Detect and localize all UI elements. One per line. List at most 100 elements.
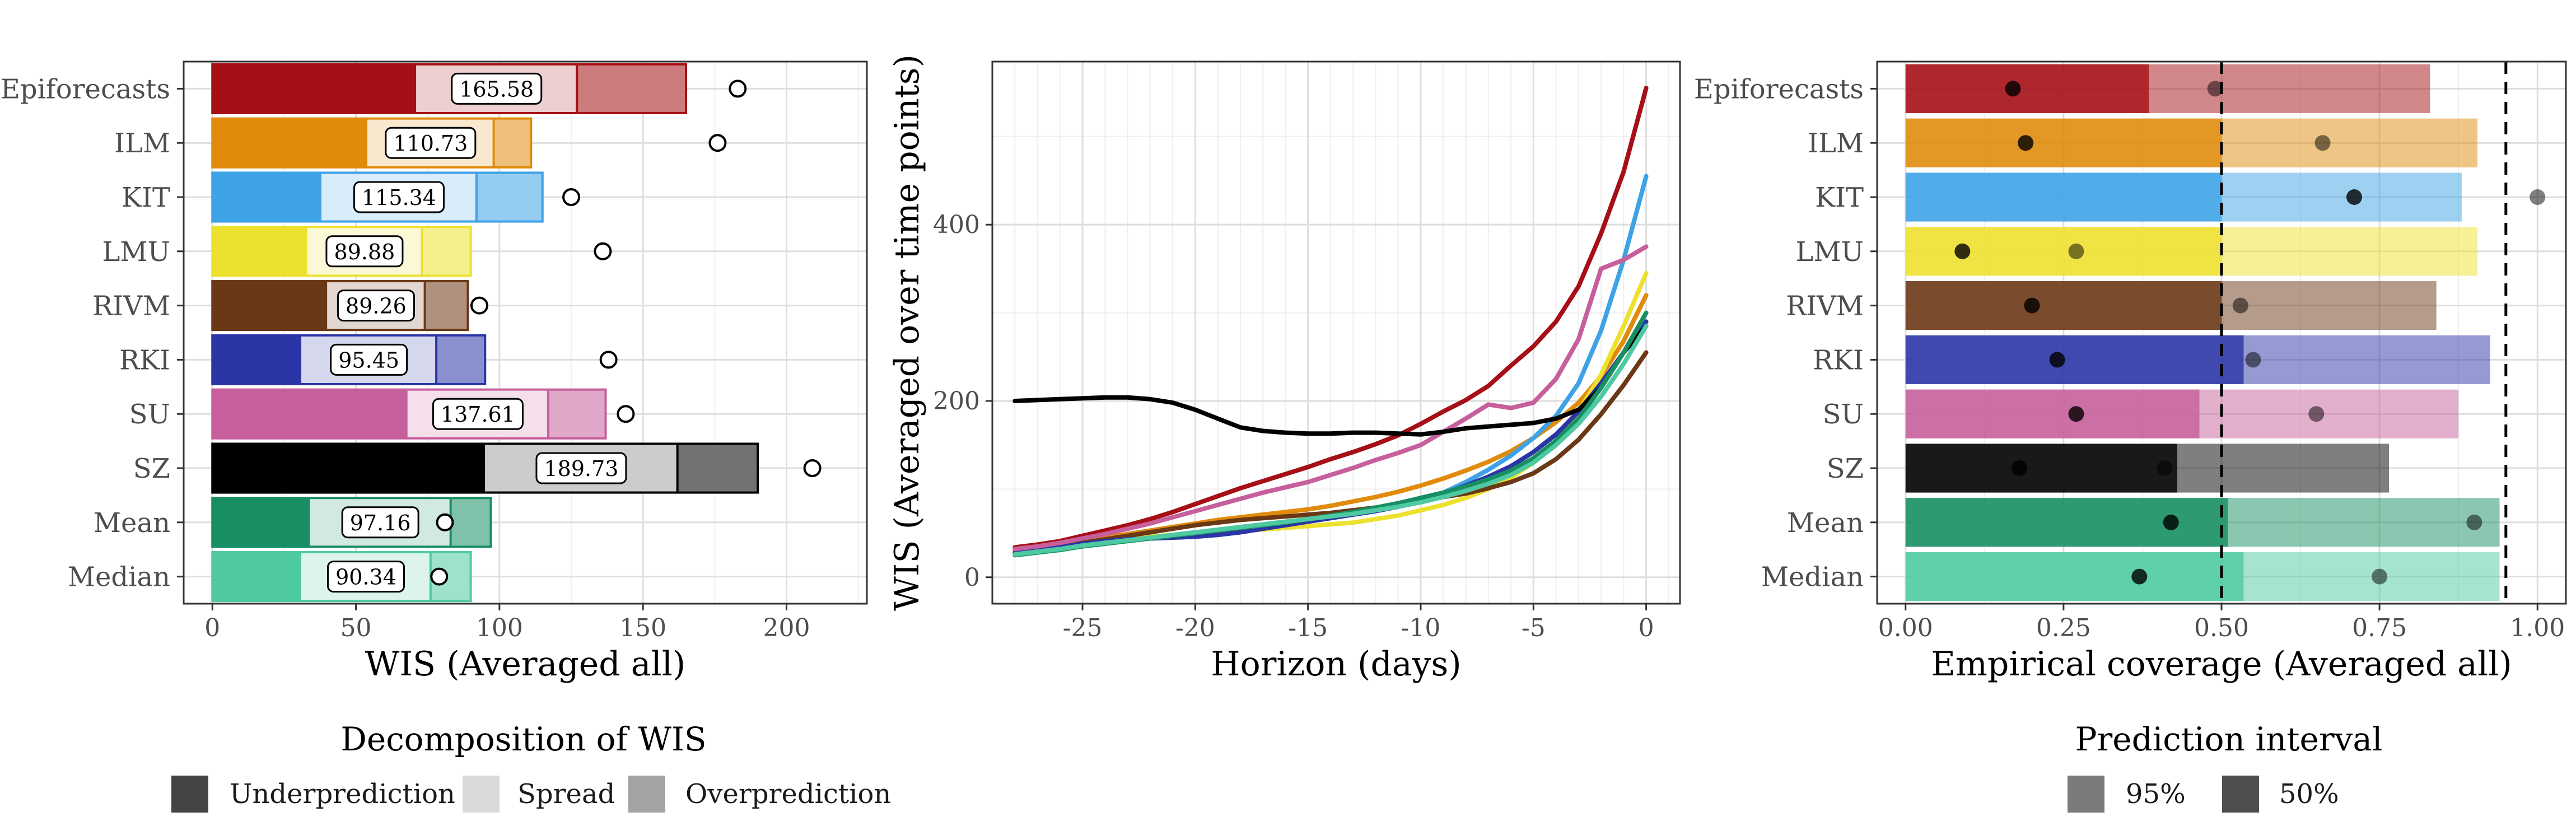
bar-overprediction-rki [436,335,486,384]
category-label-ilm: ILM [114,128,170,159]
legend-label-overprediction: Overprediction [685,778,891,810]
wis-decomposition-chart: 165.58 Epiforecasts 110.73 ILM 115.34 KIT 89.8… [1,60,868,684]
point-95-lmu [2068,243,2084,259]
point-50-rki [2049,352,2065,368]
plot-border [183,60,868,605]
bar-overprediction-lmu [422,227,471,276]
point-95-median [2372,568,2388,585]
value-label-box-ilm [385,127,477,159]
category-label-median: Median [68,562,170,593]
y-tick-label: 200 [933,387,980,416]
category-label-epiforecasts: Epiforecasts [1,73,170,105]
bar-outline-ilm [211,117,533,169]
legend-swatch-95 [2068,776,2104,813]
point-50-epiforecasts [2005,81,2021,97]
bar-50-sz [1905,444,2178,493]
category-label-mean: Mean [94,507,170,539]
wis-legend: Decomposition of WIS Underprediction Spr… [171,720,891,813]
point-95-rivm [2232,297,2248,314]
bar-underprediction-rki [212,335,302,384]
bar-50-ilm [1905,118,2222,167]
x-tick-label: -25 [1063,614,1103,642]
value-label-kit: 115.34 [362,185,436,210]
bar-outline-su [211,388,607,440]
x-tick-label: -15 [1288,614,1328,642]
point-median [430,567,449,586]
value-label-box-rivm [337,290,415,322]
y-tick-label: 0 [964,563,980,592]
x-tick-label: 200 [763,614,810,642]
legend-swatch-underprediction [171,776,208,813]
bar-outline-median [211,551,472,603]
bar-50-rivm [1905,281,2222,330]
category-label-sz: SZ [1827,453,1864,484]
value-label-lmu: 89.88 [334,240,395,264]
category-label-rivm: RIVM [92,291,170,322]
line-rivm [1012,350,1649,555]
y-axis-title: WIS (Averaged over time points) [888,54,927,611]
bar-underprediction-mean [212,498,310,547]
bar-overprediction-mean [450,498,491,547]
bar-outline-mean [211,497,492,548]
value-label-rivm: 89.26 [346,294,407,319]
line-median [1012,324,1649,557]
value-label-su: 137.61 [441,402,515,427]
category-label-epiforecasts: Epiforecasts [1694,73,1864,105]
point-50-kit [2346,189,2362,205]
x-tick-label: 50 [340,614,372,642]
category-label-mean: Mean [1787,507,1864,539]
legend-label-spread: Spread [517,778,615,810]
point-kit [562,188,581,206]
x-tick-label: 0.25 [2036,614,2091,642]
bar-outline-epiforecasts [211,63,688,114]
point-95-su [2308,406,2325,422]
bar-50-su [1905,389,2200,438]
x-tick-label: 0.50 [2194,614,2249,642]
point-50-median [2131,568,2148,585]
point-rivm [470,296,488,315]
bar-underprediction-median [212,552,302,601]
bar-overprediction-rivm [424,281,468,330]
x-axis-title: WIS (Averaged all) [365,645,686,684]
value-label-box-rki [330,343,408,376]
legend-label-95: 95% [2126,778,2186,810]
value-label-box-lmu [325,235,404,268]
value-label-ilm: 110.73 [393,131,468,156]
wis-horizon-chart: -25 -20 -15 -10 -5 0 0 200 400 Horizon (days) WIS … [888,54,1681,684]
x-tick-label: 0 [1639,614,1654,642]
bar-50-mean [1905,498,2228,547]
point-95-ilm [2314,135,2331,151]
value-label-box-median [327,561,405,593]
point-ilm [708,134,727,152]
point-95-kit [2530,189,2546,205]
bar-50-median [1905,552,2244,601]
bar-underprediction-kit [212,172,322,222]
bar-50-epiforecasts [1905,64,2149,113]
x-tick-label: 150 [619,614,666,642]
bar-overprediction-ilm [493,118,531,167]
x-tick-label: 0 [204,614,220,642]
bar-overprediction-epiforecasts [577,64,687,113]
category-label-rki: RKI [119,344,170,376]
category-label-kit: KIT [1815,182,1864,213]
bar-outline-sz [211,442,759,494]
category-label-ilm: ILM [1808,128,1864,159]
x-tick-label: -5 [1522,614,1546,642]
bar-outline-rivm [211,280,469,332]
category-label-kit: KIT [122,182,170,213]
bar-overprediction-su [548,389,606,438]
value-label-sz: 189.73 [544,456,618,481]
x-tick-label: -20 [1175,614,1215,642]
point-su [617,405,635,423]
line-sz [1012,324,1649,437]
bar-50-rki [1905,335,2244,384]
bar-overprediction-kit [476,172,543,222]
point-rki [599,351,618,369]
value-label-mean: 97.16 [350,511,411,535]
legend-swatch-overprediction [628,776,665,813]
legend-swatch-spread [463,776,500,813]
legend-swatch-50 [2222,776,2259,813]
bar-underprediction-lmu [212,227,307,276]
plot-border [991,60,1681,605]
